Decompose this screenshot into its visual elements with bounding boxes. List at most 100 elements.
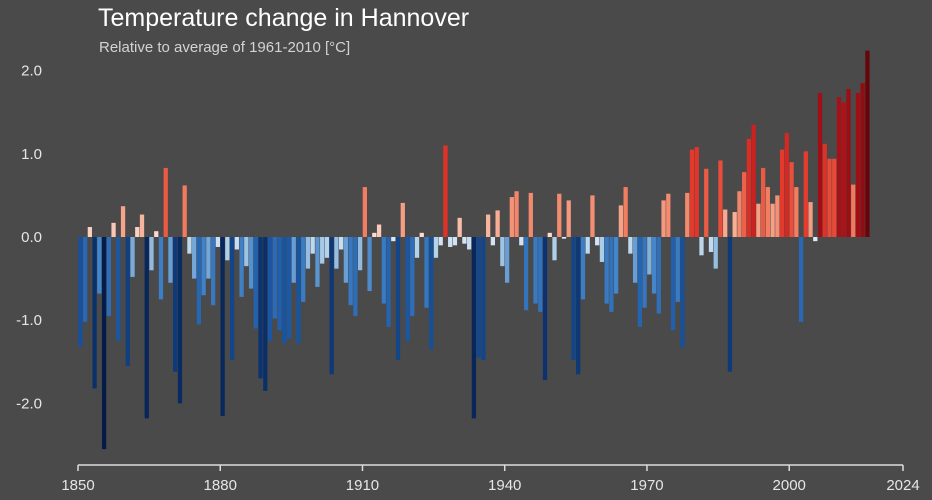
- bar-1881: [220, 237, 225, 416]
- bar-1870: [168, 237, 173, 283]
- bar-1860: [120, 206, 126, 237]
- bar-1953: [561, 237, 567, 239]
- bar-1927: [438, 237, 443, 246]
- chart-title: Temperature change in Hannover: [98, 4, 470, 32]
- bar-1992: [746, 138, 752, 237]
- bar-1911: [362, 187, 367, 237]
- bar-1887: [248, 237, 254, 289]
- bar-1892: [272, 237, 277, 319]
- bar-1875: [192, 237, 197, 279]
- bar-1862: [130, 237, 135, 277]
- bar-1989: [732, 212, 737, 237]
- bar-1884: [234, 237, 239, 250]
- bar-1937: [486, 214, 491, 237]
- bar-2005: [808, 202, 813, 237]
- bar-1939: [495, 210, 500, 237]
- bar-1909: [353, 237, 358, 317]
- bar-1971: [647, 237, 652, 275]
- bar-1906: [339, 237, 344, 250]
- bar-1956: [576, 237, 581, 375]
- bar-1940: [500, 237, 505, 267]
- bar-1958: [585, 237, 590, 254]
- bar-1946: [528, 192, 533, 237]
- bar-1963: [609, 237, 614, 312]
- bar-1907: [343, 237, 349, 283]
- bar-1858: [111, 222, 116, 237]
- bar-1926: [433, 237, 439, 258]
- bar-1921: [410, 237, 415, 317]
- bar-1930: [452, 237, 458, 246]
- bar-1952: [557, 193, 562, 237]
- bar-1936: [481, 237, 486, 361]
- bar-1901: [315, 237, 320, 287]
- bar-1876: [196, 237, 202, 325]
- bar-1995: [761, 167, 766, 237]
- bar-1972: [651, 237, 657, 294]
- bar-2011: [836, 97, 842, 237]
- bar-2002: [794, 187, 799, 237]
- bar-1924: [424, 237, 429, 308]
- bar-1852: [82, 237, 88, 322]
- x-tick-label: 2000: [773, 477, 806, 494]
- bar-1991: [742, 172, 747, 237]
- bar-1931: [457, 217, 462, 237]
- bar-1954: [566, 200, 571, 237]
- bar-1856: [101, 237, 107, 450]
- bar-1864: [139, 214, 145, 237]
- bar-1944: [519, 237, 524, 246]
- bar-1868: [158, 237, 164, 300]
- bar-1982: [699, 237, 704, 256]
- bar-1896: [291, 237, 296, 283]
- bar-1916: [386, 237, 391, 327]
- bar-2008: [822, 143, 827, 237]
- bar-1904: [329, 237, 334, 375]
- y-tick-label: -2.0: [16, 395, 42, 412]
- bar-1986: [718, 160, 723, 237]
- bar-1899: [305, 237, 311, 269]
- bar-1983: [704, 168, 709, 237]
- bar-1990: [737, 191, 742, 237]
- x-tick-label: 1880: [204, 477, 237, 494]
- bar-1910: [357, 237, 363, 271]
- bar-1934: [471, 237, 477, 419]
- bar-1978: [680, 237, 685, 348]
- bar-1869: [163, 167, 168, 237]
- bar-2010: [832, 158, 837, 237]
- bar-2006: [813, 237, 818, 242]
- bar-1920: [405, 237, 410, 341]
- bars-layer: [78, 50, 870, 450]
- bar-1889: [258, 237, 263, 379]
- chart-subtitle: Relative to average of 1961-2010 [°C]: [99, 39, 351, 56]
- bar-1873: [182, 185, 187, 237]
- axis-layer: 2.0 1.0 0.0 -1.0 -2.0 1850 1880 1910 1940 1970 200…: [16, 63, 920, 494]
- bar-1976: [670, 237, 676, 331]
- bar-1962: [604, 237, 609, 304]
- bar-1973: [656, 237, 661, 314]
- bar-1883: [229, 237, 235, 361]
- bar-1941: [504, 237, 510, 283]
- bar-1999: [779, 149, 785, 237]
- bar-1851: [78, 237, 83, 347]
- bar-1908: [348, 237, 353, 306]
- bar-1945: [523, 237, 529, 311]
- bar-1880: [215, 237, 221, 247]
- bar-1866: [149, 237, 154, 271]
- bar-1918: [395, 237, 401, 361]
- bar-1935: [476, 237, 481, 358]
- bar-1965: [618, 205, 624, 237]
- bar-2016: [860, 83, 865, 237]
- bar-1984: [708, 237, 714, 252]
- bar-2014: [851, 184, 856, 237]
- bar-1891: [267, 237, 273, 341]
- bar-2015: [855, 93, 861, 237]
- bar-1993: [751, 124, 756, 237]
- bar-2012: [841, 102, 846, 237]
- bar-1947: [533, 237, 538, 304]
- bar-1879: [211, 237, 216, 306]
- bar-1998: [775, 195, 780, 237]
- bar-1966: [623, 187, 628, 237]
- bar-1943: [514, 191, 519, 237]
- bar-2017: [865, 50, 870, 237]
- bar-1997: [770, 203, 775, 237]
